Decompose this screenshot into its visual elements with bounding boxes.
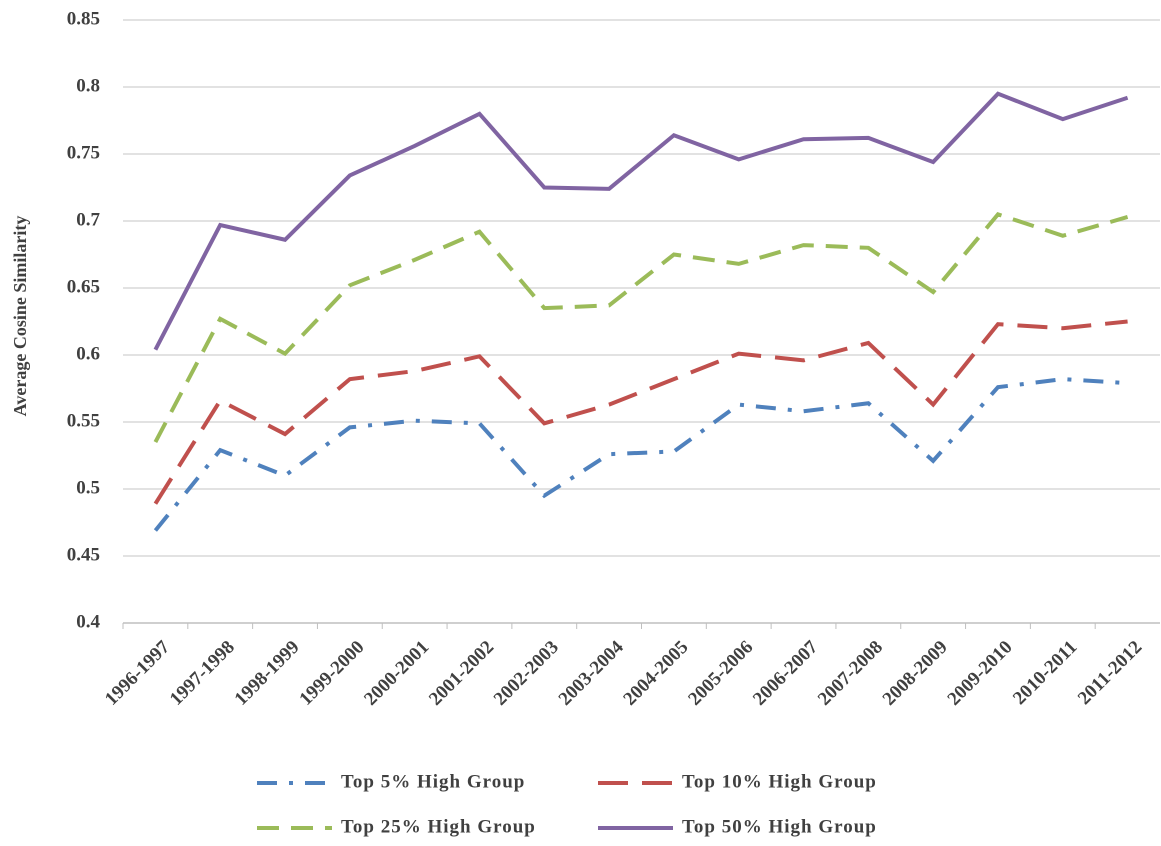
legend-label: Top 5% High Group: [341, 771, 525, 792]
y-tick-label: 0.7: [76, 209, 100, 230]
x-tick-label: 2002-2003: [490, 637, 563, 710]
series-line: [153, 319, 1128, 505]
x-tick-label: 1999-2000: [295, 637, 368, 710]
y-tick-label: 0.55: [67, 410, 100, 431]
series-line: [153, 91, 1129, 351]
y-tick-label: 0.75: [67, 142, 100, 163]
x-tick-label: 2001-2002: [425, 637, 498, 710]
x-tick-label: 2009-2010: [944, 637, 1017, 710]
x-tick-label: 1996-1997: [101, 636, 174, 709]
y-tick-label: 0.85: [67, 8, 100, 29]
y-tick-label: 0.5: [76, 477, 100, 498]
x-tick-label: 2004-2005: [619, 637, 692, 710]
x-tick-label: 2006-2007: [749, 636, 822, 709]
y-tick-label: 0.8: [76, 75, 100, 96]
legend-label: Top 50% High Group: [682, 816, 877, 837]
x-tick-label: 2007-2008: [814, 637, 887, 710]
series-line: [153, 211, 1129, 444]
x-tick-label: 1997-1998: [166, 637, 239, 710]
y-tick-label: 0.4: [76, 611, 100, 632]
x-tick-label: 1998-1999: [231, 637, 304, 710]
legend-label: Top 10% High Group: [682, 771, 877, 792]
y-tick-label: 0.45: [67, 544, 100, 565]
x-tick-label: 2008-2009: [879, 637, 952, 710]
x-tick-label: 2011-2012: [1074, 637, 1146, 709]
y-tick-label: 0.65: [67, 276, 100, 297]
x-tick-label: 2010-2011: [1009, 637, 1081, 709]
y-axis-label: Average Cosine Similarity: [10, 216, 30, 417]
legend-label: Top 25% High Group: [341, 816, 536, 837]
x-tick-label: 2005-2006: [684, 637, 757, 710]
series-line: [153, 377, 1128, 532]
y-tick-label: 0.6: [76, 343, 100, 364]
x-tick-label: 2000-2001: [360, 637, 433, 710]
x-tick-label: 2003-2004: [555, 636, 628, 709]
